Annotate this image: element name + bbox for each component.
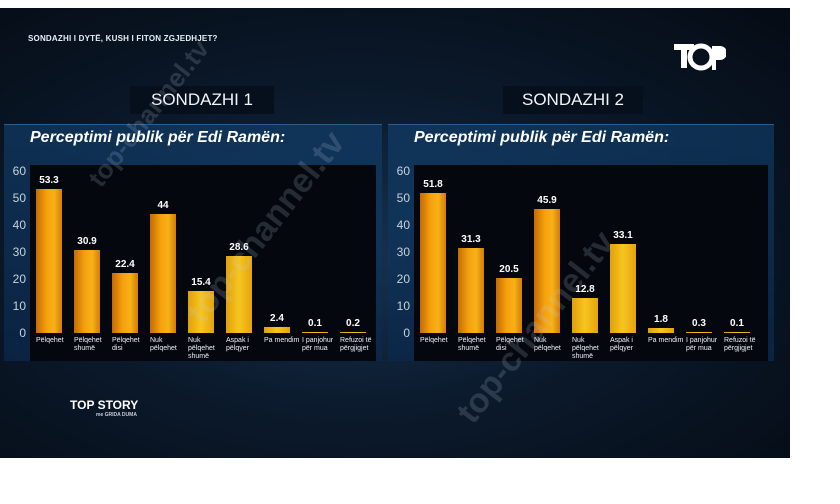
- y-tick-label: 40: [396, 218, 410, 232]
- page-background: [0, 458, 840, 504]
- data-label: 28.6: [229, 241, 249, 253]
- data-label: 15.4: [191, 277, 211, 289]
- program-subtitle: me GRIDA DUMA: [96, 412, 137, 418]
- chart-panel-1: Perceptimi publik për Edi Ramën: 0 10 20 30…: [4, 124, 382, 361]
- bar: [340, 331, 366, 333]
- data-label: 12.8: [575, 284, 595, 296]
- bar: [226, 255, 252, 333]
- data-label: 0.1: [730, 317, 744, 329]
- data-label: 0.3: [692, 317, 706, 329]
- y-tick-label: 20: [396, 272, 410, 286]
- category-label: Nuk pëlqehet: [150, 337, 177, 352]
- data-label: 33.1: [613, 229, 633, 241]
- data-label: 0.1: [308, 317, 322, 329]
- bar: [264, 326, 290, 333]
- y-tick-label: 0: [403, 326, 410, 340]
- category-label: Pëlqehet disi: [112, 337, 140, 352]
- tv-screen: SONDAZHI I DYTË, KUSH I FITON ZGJEDHJET?…: [0, 8, 790, 458]
- survey-1-label: SONDAZHI 1: [130, 86, 274, 114]
- survey-2-label: SONDAZHI 2: [503, 86, 643, 114]
- y-axis: 0 10 20 30 40 50 60: [388, 164, 412, 361]
- data-label: 45.9: [537, 195, 557, 207]
- bar: [686, 331, 712, 333]
- category-label: Nuk pëlqehet shumë: [572, 337, 599, 360]
- bar: [188, 291, 214, 333]
- bar: [572, 298, 598, 333]
- y-tick-label: 50: [396, 191, 410, 205]
- category-label: Pëlqehet: [420, 337, 448, 344]
- data-label: 51.8: [423, 179, 443, 191]
- category-label: Pëlqehet disi: [496, 337, 524, 352]
- category-label: Nuk pëlqehet shumë: [188, 337, 215, 360]
- category-label: Nuk pëlqehet: [534, 337, 561, 352]
- y-tick-label: 30: [396, 245, 410, 259]
- top-channel-logo: [674, 43, 726, 71]
- ticker-text: SONDAZHI I DYTË, KUSH I FITON ZGJEDHJET?: [28, 34, 218, 43]
- y-tick-label: 40: [12, 218, 26, 232]
- data-label: 30.9: [77, 235, 97, 247]
- bar: [36, 189, 62, 333]
- data-label: 1.8: [654, 314, 668, 326]
- y-tick-label: 10: [396, 299, 410, 313]
- bar: [302, 331, 328, 333]
- category-label: Pa mendim: [648, 337, 684, 344]
- bar: [496, 277, 522, 333]
- category-label: Pëlqehet shumë: [74, 337, 102, 352]
- bar: [458, 248, 484, 333]
- bar: [648, 328, 674, 333]
- bar: [150, 214, 176, 333]
- category-label: Aspak i pëlqyer: [610, 337, 633, 352]
- bar: [610, 243, 636, 333]
- plot-area: 51.8 Pëlqehet 31.3 Pëlqehet shumë 20.5 Pëlqeh…: [414, 165, 768, 361]
- program-title: TOP STORY: [70, 398, 139, 412]
- y-tick-label: 0: [19, 326, 26, 340]
- y-tick-label: 50: [12, 191, 26, 205]
- data-label: 44: [157, 200, 169, 212]
- plot-area: 53.3 Pëlqehet 30.9 Pëlqehet shumë 22.4 Pëlqeh…: [30, 165, 376, 361]
- data-label: 31.3: [461, 234, 481, 246]
- data-label: 53.3: [39, 175, 59, 187]
- data-label: 2.4: [270, 312, 284, 324]
- bar: [420, 193, 446, 333]
- data-label: 20.5: [499, 263, 519, 275]
- category-label: Pëlqehet shumë: [458, 337, 486, 352]
- y-tick-label: 60: [12, 164, 26, 178]
- category-label: I panjohur për mua: [302, 337, 334, 352]
- y-tick-label: 60: [396, 164, 410, 178]
- category-label: Pa mendim: [264, 337, 300, 344]
- category-label: I panjohur për mua: [686, 337, 718, 352]
- bar: [112, 272, 138, 333]
- y-tick-label: 20: [12, 272, 26, 286]
- y-tick-label: 30: [12, 245, 26, 259]
- y-axis: 0 10 20 30 40 50 60: [4, 164, 28, 361]
- y-tick-label: 10: [12, 299, 26, 313]
- chart-panel-2: Perceptimi publik për Edi Ramën: 0 10 20 30…: [388, 124, 774, 361]
- data-label: 0.2: [346, 317, 360, 329]
- category-label: Refuzoi të përgjigjet: [724, 337, 756, 352]
- bar: [724, 331, 750, 333]
- category-label: Pëlqehet: [36, 337, 64, 344]
- category-label: Refuzoi të përgjigjet: [340, 337, 372, 352]
- bar: [534, 209, 560, 333]
- data-label: 22.4: [115, 258, 135, 270]
- bar: [74, 249, 100, 333]
- category-label: Aspak i pëlqyer: [226, 337, 249, 352]
- chart-title: Perceptimi publik për Edi Ramën:: [414, 129, 670, 146]
- chart-title: Perceptimi publik për Edi Ramën:: [30, 129, 286, 146]
